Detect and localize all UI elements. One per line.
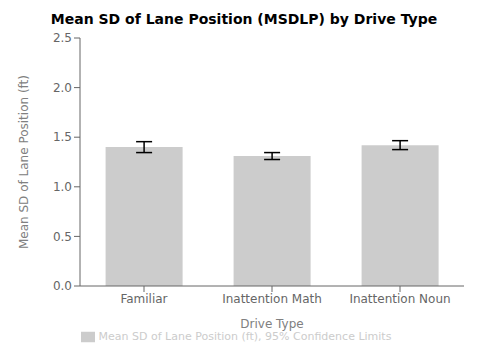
svg-text:Drive Type: Drive Type: [240, 317, 303, 331]
svg-text:Mean SD of Lane Position (ft): Mean SD of Lane Position (ft): [17, 75, 31, 249]
svg-text:Inattention Math: Inattention Math: [222, 292, 322, 306]
svg-text:2.0: 2.0: [53, 81, 72, 95]
svg-text:1.0: 1.0: [53, 180, 72, 194]
svg-text:Familiar: Familiar: [120, 292, 167, 306]
svg-text:0.5: 0.5: [53, 230, 72, 244]
html-text:Mean SD of Lane Position (MSDL: Mean SD of Lane Position (MSDLP) by Driv…: [50, 11, 438, 27]
svg-text:2.5: 2.5: [53, 31, 72, 45]
svg-text:1.5: 1.5: [53, 130, 72, 144]
svg-text:Inattention Noun: Inattention Noun: [349, 292, 450, 306]
html-text:Mean SD of Lane Position (ft),: Mean SD of Lane Position (ft), 95% Confi…: [98, 330, 392, 343]
svg-text:0.0: 0.0: [53, 279, 72, 293]
